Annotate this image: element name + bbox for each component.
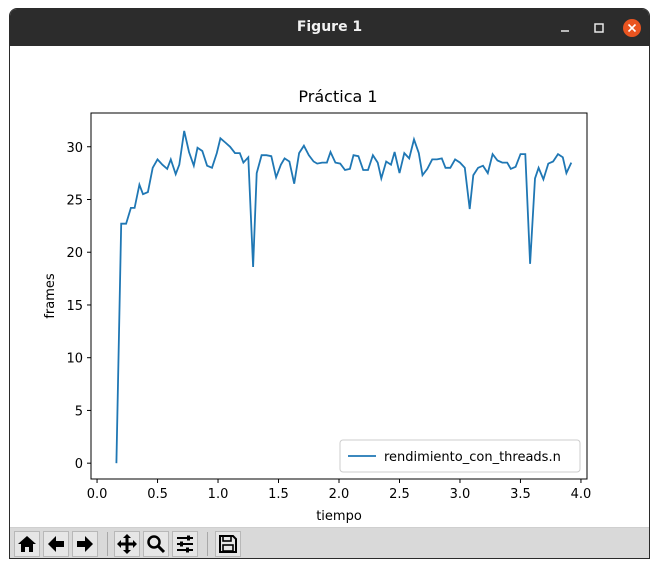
- y-tick-label: 20: [66, 246, 83, 261]
- y-tick-label: 15: [66, 299, 83, 314]
- figure-canvas[interactable]: Práctica 1 0.0 0.5 1.0 1.5 2.0 2.5 3.0 3.5 4.0 0…: [10, 46, 649, 527]
- forward-button[interactable]: [72, 531, 98, 557]
- figure-window: Figure 1 Práctica 1 0.0 0.5 1.0 1.5 2.0 2.5 3.…: [9, 8, 650, 559]
- save-floppy-icon: [219, 535, 237, 553]
- maximize-button[interactable]: [588, 17, 610, 39]
- toolbar-separator: [107, 532, 108, 556]
- back-button[interactable]: [43, 531, 69, 557]
- zoom-magnifier-icon: [147, 535, 166, 554]
- title-bar[interactable]: Figure 1: [10, 9, 649, 46]
- back-arrow-icon: [48, 536, 64, 552]
- home-icon: [18, 536, 36, 552]
- forward-arrow-icon: [77, 536, 93, 552]
- home-button[interactable]: [14, 531, 40, 557]
- y-tick-label: 25: [66, 193, 83, 208]
- zoom-button[interactable]: [143, 531, 169, 557]
- configure-subplots-button[interactable]: [172, 531, 198, 557]
- x-tick-label: 4.0: [571, 487, 592, 502]
- minimize-button[interactable]: [554, 17, 576, 39]
- navigation-toolbar: [10, 527, 649, 558]
- pan-move-icon: [117, 534, 137, 554]
- legend: rendimiento_con_threads.n: [339, 439, 581, 473]
- y-axis-label: frames: [43, 273, 58, 319]
- y-axis: 0 5 10 15 20 25 30: [66, 141, 91, 472]
- x-tick-label: 1.0: [208, 487, 229, 502]
- close-icon: [623, 19, 641, 37]
- minimize-icon: [561, 30, 569, 32]
- y-tick-label: 10: [66, 352, 83, 367]
- x-tick-label: 1.5: [268, 487, 289, 502]
- line-chart: Práctica 1 0.0 0.5 1.0 1.5 2.0 2.5 3.0 3.5 4.0 0…: [43, 87, 592, 524]
- x-tick-label: 0.0: [87, 487, 108, 502]
- save-button[interactable]: [215, 531, 241, 557]
- maximize-icon: [594, 23, 604, 33]
- close-button[interactable]: [621, 17, 643, 39]
- legend-label: rendimiento_con_threads.n: [384, 450, 561, 465]
- chart-title: Práctica 1: [298, 87, 377, 106]
- y-tick-label: 5: [75, 404, 83, 419]
- toolbar-separator: [207, 532, 208, 556]
- window-title: Figure 1: [296, 19, 363, 35]
- y-tick-label: 0: [75, 457, 83, 472]
- subplots-config-icon: [177, 535, 193, 553]
- x-tick-label: 3.0: [450, 487, 471, 502]
- y-tick-label: 30: [66, 141, 83, 156]
- x-tick-label: 2.0: [329, 487, 350, 502]
- legend-box: [339, 439, 581, 473]
- x-tick-label: 0.5: [147, 487, 168, 502]
- x-tick-label: 3.5: [510, 487, 531, 502]
- x-axis-label: tiempo: [316, 509, 362, 524]
- x-axis: 0.0 0.5 1.0 1.5 2.0 2.5 3.0 3.5 4.0: [87, 479, 592, 502]
- x-tick-label: 2.5: [389, 487, 410, 502]
- series-line: [115, 130, 573, 464]
- pan-button[interactable]: [114, 531, 140, 557]
